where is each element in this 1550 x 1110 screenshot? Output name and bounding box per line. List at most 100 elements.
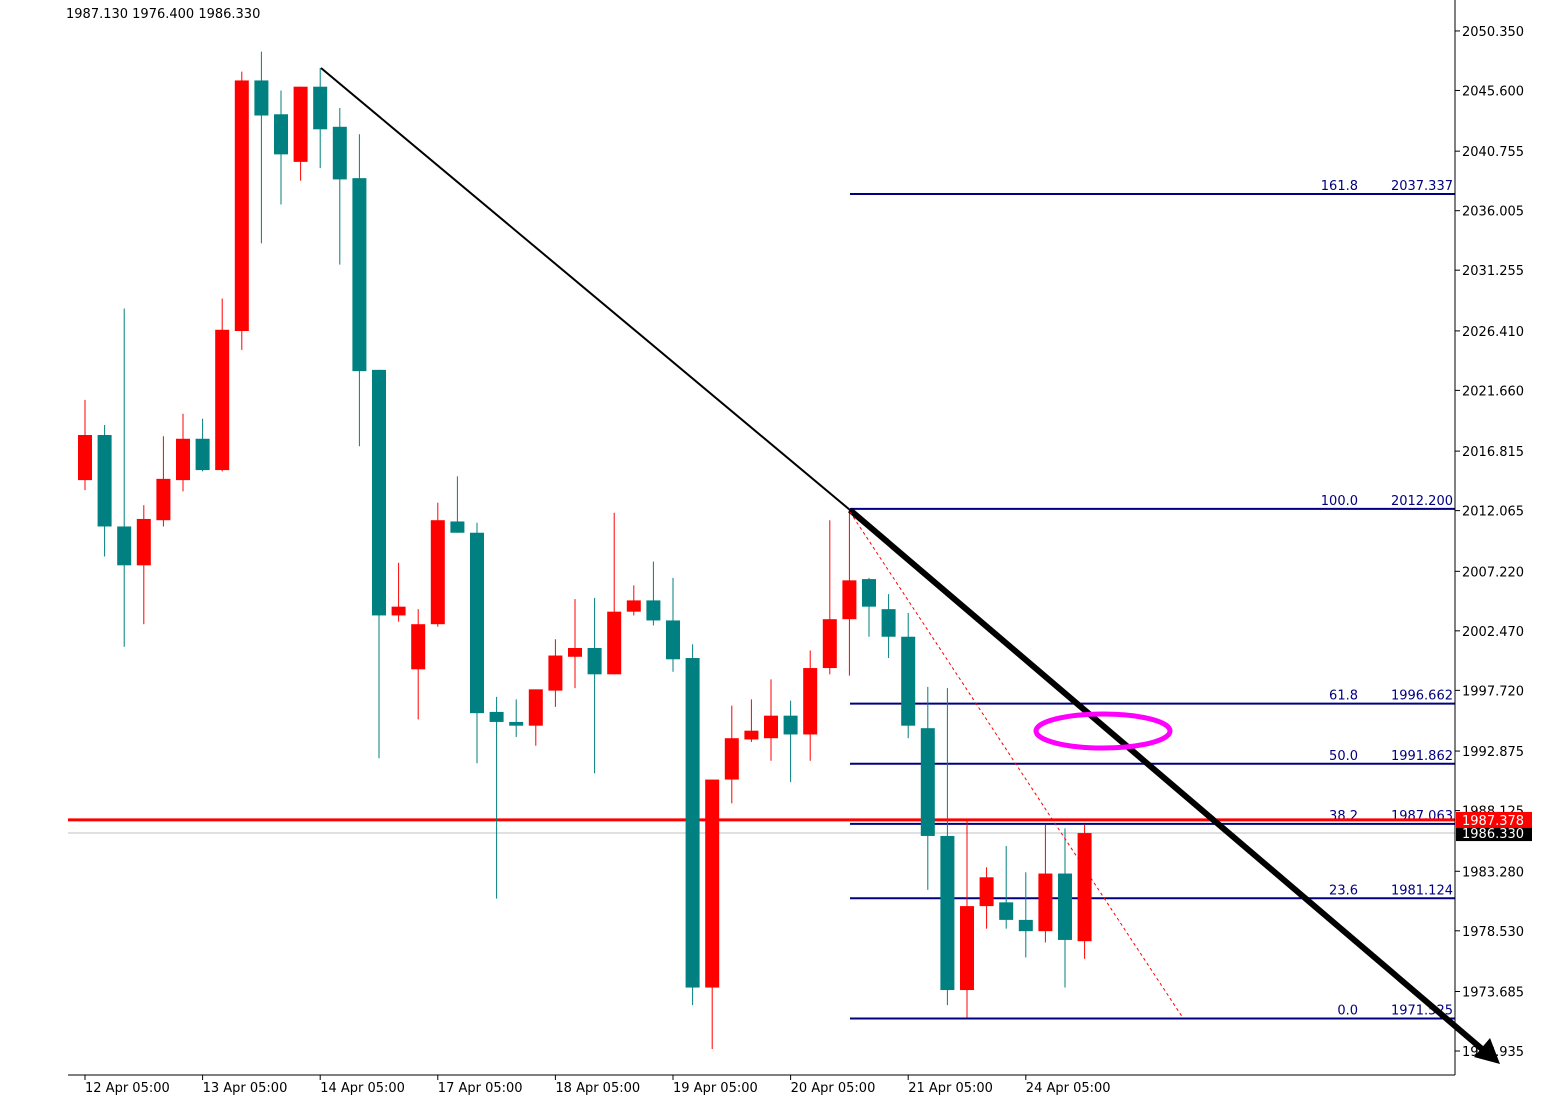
candle-body [607, 611, 622, 675]
candle-body [313, 86, 328, 130]
candle-body [528, 689, 543, 726]
y-tick-label: 1983.280 [1462, 865, 1524, 880]
candle-body [646, 600, 661, 621]
candle-body [1018, 919, 1033, 932]
price-box-label: 1986.330 [1462, 827, 1524, 842]
fib-price-label: 1991.862 [1391, 749, 1453, 764]
candle-body [156, 478, 171, 521]
y-tick-label: 2007.220 [1462, 565, 1524, 580]
candle-body [999, 902, 1014, 920]
y-tick-label: 2012.065 [1462, 505, 1524, 520]
y-tick-label: 2016.815 [1462, 445, 1524, 460]
candle-body [764, 715, 778, 739]
candle-body [568, 648, 582, 657]
candle-body [705, 779, 720, 988]
candle-body [215, 329, 230, 471]
y-tick-label: 2050.350 [1462, 25, 1524, 40]
candle-body [332, 126, 347, 180]
fib-price-label: 2012.200 [1391, 494, 1453, 509]
candle-body [724, 738, 739, 780]
candle-body [822, 619, 837, 669]
x-tick-label: 17 Apr 05:00 [438, 1081, 523, 1096]
candle-body [862, 579, 876, 607]
price-box [1456, 811, 1532, 828]
candle-body [450, 521, 465, 533]
candle-body [881, 609, 896, 637]
candle-body [136, 518, 151, 566]
fib-price-label: 1987.063 [1391, 809, 1453, 824]
candle-body [234, 80, 249, 332]
fib-ratio-label: 38.2 [1329, 809, 1358, 824]
y-tick-label: 2036.005 [1462, 205, 1524, 220]
candle-body [685, 658, 700, 988]
price-box [1456, 825, 1532, 842]
fib-price-label: 2037.337 [1391, 179, 1453, 194]
candle-body [254, 80, 269, 116]
candle-body [489, 711, 504, 722]
candle-body [470, 532, 484, 714]
x-tick-label: 19 Apr 05:00 [673, 1081, 758, 1096]
candle-body [920, 728, 935, 836]
fib-ratio-label: 23.6 [1329, 883, 1358, 898]
x-tick-label: 20 Apr 05:00 [791, 1081, 876, 1096]
fib-ratio-label: 50.0 [1329, 749, 1358, 764]
x-tick-label: 24 Apr 05:00 [1026, 1081, 1111, 1096]
candle-body [548, 655, 563, 691]
candle-body [626, 600, 641, 612]
x-tick-label: 21 Apr 05:00 [908, 1081, 993, 1096]
candle-body [293, 86, 308, 162]
candle-body [195, 438, 210, 471]
candle-body [411, 624, 426, 670]
y-tick-label: 1973.685 [1462, 985, 1524, 1000]
candle-body [1058, 873, 1072, 940]
x-tick-label: 12 Apr 05:00 [85, 1081, 170, 1096]
chart-layer: 2050.350 2045.600 2040.755 2036.005 2031.255… [68, 25, 1524, 1096]
fib-baseline [849, 511, 1184, 1019]
fib-ratio-label: 61.8 [1329, 689, 1358, 704]
x-tick-label: 18 Apr 05:00 [555, 1081, 640, 1096]
candle-body [391, 606, 406, 616]
drawing-objects [320, 67, 1500, 1064]
candle-body [940, 835, 955, 991]
y-tick-label: 2031.255 [1462, 264, 1524, 279]
highlight-ellipse [1033, 711, 1173, 751]
x-tick-label: 14 Apr 05:00 [320, 1081, 405, 1096]
candle-body [97, 435, 112, 527]
y-tick-label: 2026.410 [1462, 325, 1524, 340]
candle-body [587, 648, 602, 675]
ohlc-text: 1987.130 1976.400 1986.330 [66, 7, 260, 22]
candle-body [1038, 873, 1053, 932]
y-tick-label: 2045.600 [1462, 84, 1524, 99]
candle-body [783, 715, 798, 735]
y-tick-label: 1978.530 [1462, 925, 1524, 940]
fib-ratio-label: 100.0 [1321, 494, 1358, 509]
candle-body [78, 435, 92, 481]
fib-ratio-label: 0.0 [1337, 1004, 1358, 1019]
y-tick-label: 2002.470 [1462, 625, 1524, 640]
candle-body [744, 730, 759, 740]
candle-body [430, 520, 445, 625]
candle-body [176, 438, 190, 481]
fib-ratio-label: 161.8 [1321, 179, 1358, 194]
candle-body [979, 877, 994, 907]
candle-body [372, 369, 386, 616]
fib-price-label: 1996.662 [1391, 689, 1453, 704]
candle-body [274, 114, 288, 155]
y-tick-label: 2021.660 [1462, 384, 1524, 399]
candle-body [509, 721, 524, 726]
trendline-thin [320, 67, 851, 511]
fib-price-label: 1981.124 [1391, 883, 1453, 898]
y-tick-label: 2040.755 [1462, 145, 1524, 160]
candle-body [1077, 833, 1092, 942]
candle-body [352, 178, 367, 372]
candle-body [901, 636, 916, 726]
x-tick-label: 13 Apr 05:00 [203, 1081, 288, 1096]
candle-body [117, 526, 132, 566]
candle-body [666, 620, 680, 660]
y-tick-label: 1997.720 [1462, 684, 1524, 699]
price-box-label: 1987.378 [1462, 814, 1524, 829]
trendline-thick [848, 507, 1484, 1052]
